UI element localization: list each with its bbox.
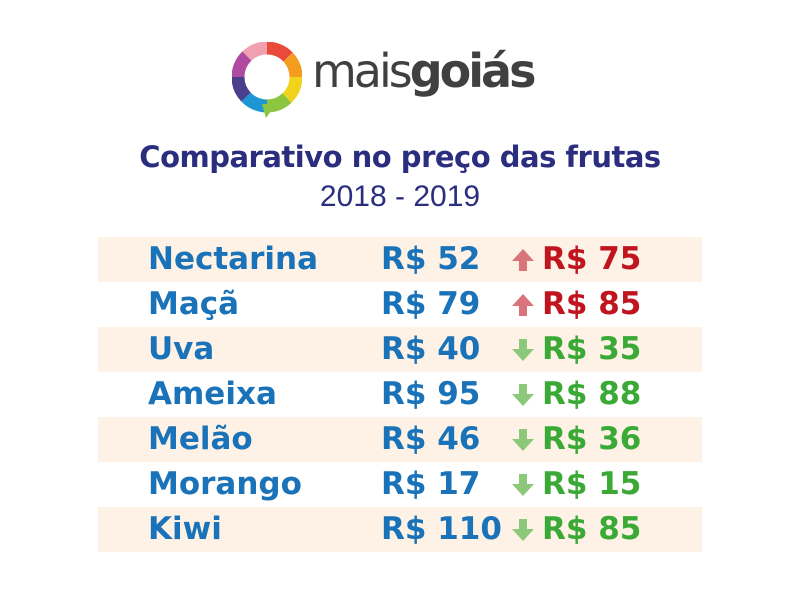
price-2018: R$ 95 bbox=[381, 376, 481, 412]
mais-goias-logo-icon bbox=[232, 42, 302, 118]
table-row: Uva R$ 40 R$ 35 bbox=[98, 327, 702, 372]
arrow-down-icon bbox=[512, 384, 534, 406]
price-2018: R$ 52 bbox=[381, 241, 481, 277]
brand-part1: mais bbox=[312, 44, 413, 98]
price-2019: R$ 35 bbox=[542, 331, 642, 367]
fruit-name: Uva bbox=[148, 331, 215, 367]
price-2019: R$ 15 bbox=[542, 466, 642, 502]
price-2019: R$ 88 bbox=[542, 376, 642, 412]
price-2019: R$ 36 bbox=[542, 421, 642, 457]
fruit-name: Morango bbox=[148, 466, 302, 502]
price-2019: R$ 85 bbox=[542, 286, 642, 322]
arrow-down-icon bbox=[512, 429, 534, 451]
arrow-up-icon bbox=[512, 249, 534, 271]
fruit-name: Nectarina bbox=[148, 241, 318, 277]
fruit-name: Maçã bbox=[148, 286, 240, 322]
brand-name: maisgoiás bbox=[312, 44, 537, 98]
title: Comparativo no preço das frutas bbox=[139, 140, 661, 174]
fruit-name: Melão bbox=[148, 421, 253, 457]
table-row: Melão R$ 46 R$ 36 bbox=[98, 417, 702, 462]
arrow-down-icon bbox=[512, 474, 534, 496]
price-2018: R$ 110 bbox=[381, 511, 502, 547]
price-2019: R$ 75 bbox=[542, 241, 642, 277]
table-row: Kiwi R$ 110 R$ 85 bbox=[98, 507, 702, 552]
arrow-up-icon bbox=[512, 294, 534, 316]
price-2018: R$ 79 bbox=[381, 286, 481, 322]
price-2019: R$ 85 bbox=[542, 511, 642, 547]
price-2018: R$ 17 bbox=[381, 466, 481, 502]
arrow-down-icon bbox=[512, 519, 534, 541]
arrow-down-icon bbox=[512, 339, 534, 361]
table-row: Ameixa R$ 95 R$ 88 bbox=[98, 372, 702, 417]
fruit-name: Kiwi bbox=[148, 511, 222, 547]
price-table: Nectarina R$ 52 R$ 75 Maçã R$ 79 R$ 85 Uva… bbox=[98, 237, 702, 552]
price-2018: R$ 46 bbox=[381, 421, 481, 457]
price-2018: R$ 40 bbox=[381, 331, 481, 367]
table-row: Morango R$ 17 R$ 15 bbox=[98, 462, 702, 507]
fruit-name: Ameixa bbox=[148, 376, 277, 412]
table-row: Nectarina R$ 52 R$ 75 bbox=[98, 237, 702, 282]
brand-part2: goiás bbox=[409, 44, 537, 98]
subtitle: 2018 - 2019 bbox=[319, 180, 481, 213]
table-row: Maçã R$ 79 R$ 85 bbox=[98, 282, 702, 327]
